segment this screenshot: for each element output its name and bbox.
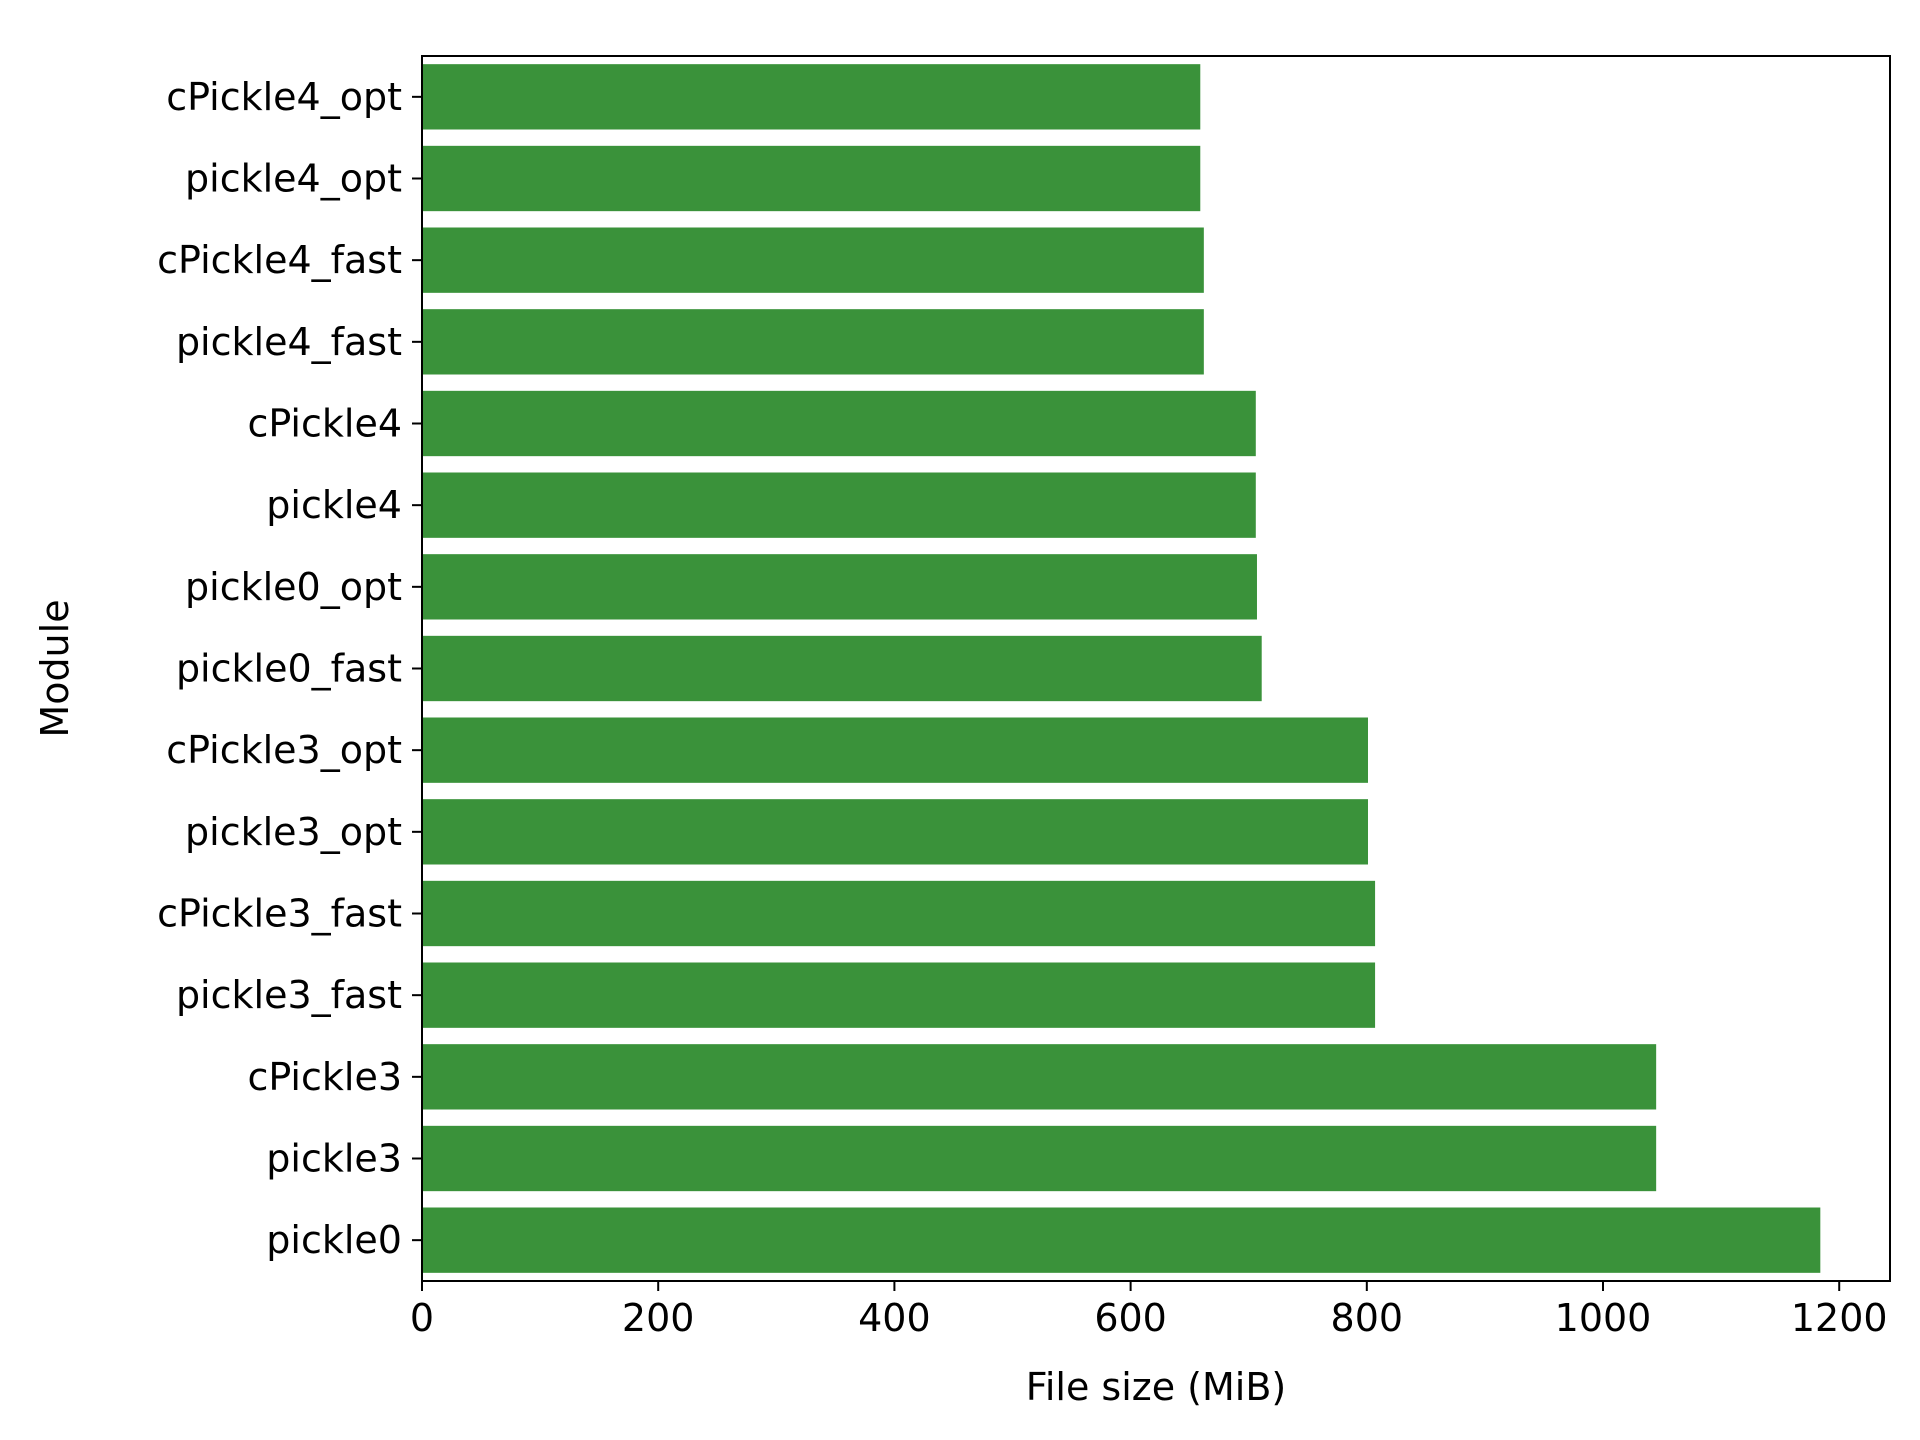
y-tick-label: pickle0_opt (185, 565, 402, 609)
y-tick-label: pickle3 (266, 1137, 402, 1181)
x-tick-label: 1200 (1791, 1296, 1888, 1340)
bar-pickle3 (422, 1125, 1657, 1192)
y-tick-label: pickle3_fast (176, 973, 402, 1017)
y-tick-label: cPickle4_opt (166, 75, 402, 119)
bar-pickle0_fast (422, 635, 1262, 702)
bar-cPickle3_fast (422, 880, 1376, 947)
y-axis-title: Module (33, 599, 77, 737)
x-tick-label: 800 (1331, 1296, 1404, 1340)
y-axis-ticks: cPickle4_opt pickle4_opt cPickle4_fastpick… (157, 75, 422, 1262)
bar-pickle3_opt (422, 799, 1368, 865)
y-tick-label: pickle4_fast (176, 320, 402, 364)
x-axis-title: File size (MiB) (1026, 1365, 1287, 1409)
bar-cPickle4_fast (422, 227, 1204, 293)
bar-pickle0 (422, 1207, 1821, 1273)
y-tick-label: pickle0 (266, 1218, 402, 1262)
bar-pickle0_opt (422, 554, 1257, 620)
y-tick-label: pickle3_opt (185, 810, 402, 854)
y-tick-label: cPickle3_opt (166, 728, 402, 772)
plot-frame (421, 55, 1891, 1282)
x-tick-label: 200 (622, 1296, 695, 1340)
bars-group (422, 64, 1821, 1273)
y-tick-label: pickle4_opt (185, 157, 402, 201)
bar-cPickle3_opt (422, 717, 1368, 783)
y-tick-label: pickle4 (266, 483, 402, 527)
bar-cPickle4 (422, 390, 1256, 457)
y-tick-label: cPickle3_fast (157, 892, 402, 936)
y-tick-label: cPickle4 (247, 402, 402, 446)
y-tick-label: pickle0_fast (176, 647, 402, 691)
y-tick-label: cPickle4_fast (157, 238, 402, 282)
bar-pickle4_fast (422, 309, 1204, 375)
x-tick-label: 400 (858, 1296, 931, 1340)
x-axis-ticks: 0 200 400 600 800 1000 1200 (410, 1281, 1888, 1340)
x-tick-label: 600 (1094, 1296, 1167, 1340)
y-tick-label: cPickle3 (247, 1055, 402, 1099)
bar-cPickle3 (422, 1044, 1657, 1110)
bar-pickle3_fast (422, 962, 1376, 1028)
bar-pickle4_opt (422, 145, 1201, 212)
bar-cPickle4_opt (422, 64, 1201, 130)
x-tick-label: 1000 (1555, 1296, 1652, 1340)
bar-pickle4 (422, 472, 1256, 538)
x-tick-label: 0 (410, 1296, 434, 1340)
